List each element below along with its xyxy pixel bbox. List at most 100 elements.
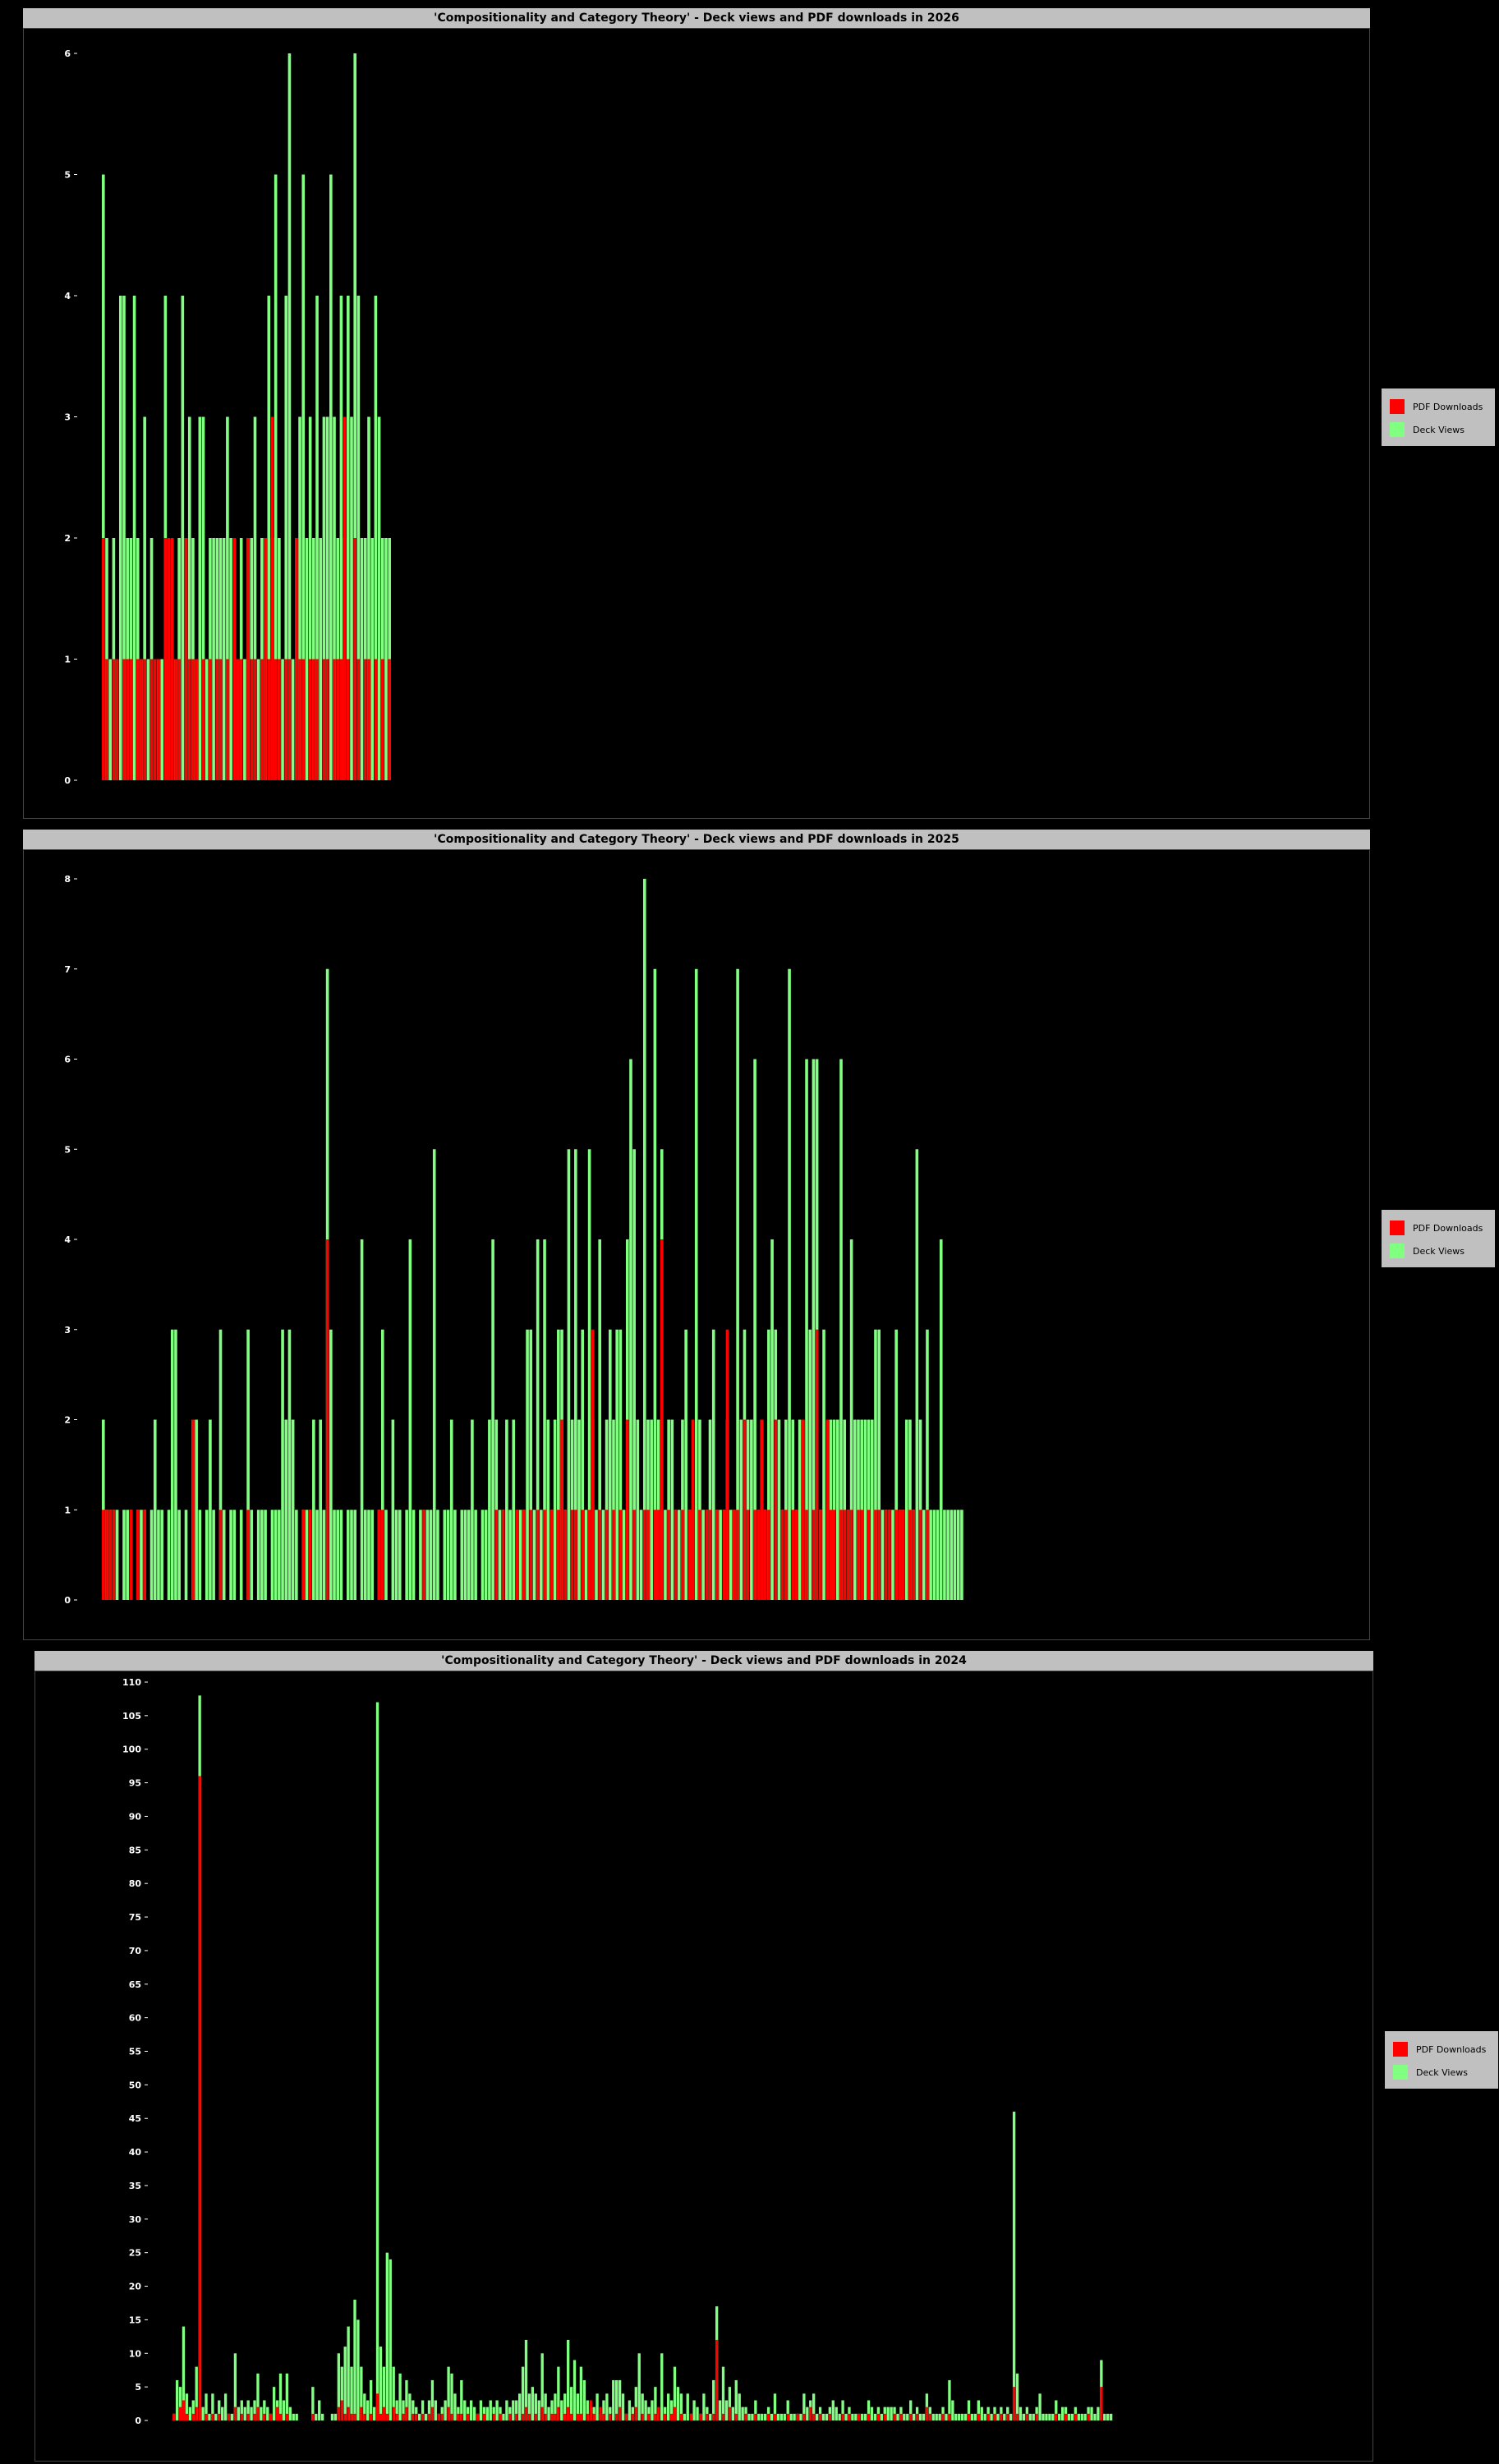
pdf-downloads-bar [115,659,119,780]
pdf-downloads-bar [325,659,329,780]
deck-views-bar [367,416,370,780]
deck-views-bar [108,659,112,780]
pdf-downloads-bar [602,2413,605,2420]
pdf-downloads-bar [647,2413,651,2420]
pdf-downloads-bar [780,1510,784,1600]
pdf-downloads-bar [333,659,336,780]
deck-views-bar [721,2366,725,2420]
deck-views-bar [333,416,336,780]
deck-views-bar [996,2413,1000,2420]
y-tick-label: 0 [64,775,71,786]
pdf-downloads-bar [260,659,264,780]
deck-views-bar [1025,2407,1029,2420]
pdf-downloads-bar [767,1510,770,1600]
deck-views-bar [347,1510,350,1600]
pdf-downloads-bar [143,1510,146,1600]
deck-views-bar [318,2400,321,2420]
deck-views-bar [330,2413,334,2420]
deck-views-bar [160,659,163,780]
deck-views-bar [485,2407,489,2420]
pdf-downloads-bar [170,538,174,780]
pdf-downloads-bar [450,2413,453,2420]
pdf-downloads-bar [839,1510,843,1600]
pdf-downloads-bar [712,2413,715,2420]
y-tick-label: 3 [64,1325,71,1335]
legend-item-downloads: PDF Downloads [1390,1220,1483,1236]
deck-views-bar [557,1329,560,1600]
deck-views-bar [395,2400,398,2420]
pdf-downloads-bar [108,1510,112,1600]
deck-views-bar [729,1510,733,1600]
deck-views-bar [181,296,185,780]
pdf-downloads-bar [549,1510,554,1600]
pdf-downloads-bar [167,538,171,780]
deck-views-bar [673,2366,677,2420]
pdf-downloads-bar [287,659,292,780]
legend-item-downloads: PDF Downloads [1393,2041,1486,2057]
deck-views-bar [453,2393,457,2420]
deck-views-bar [943,1510,946,1600]
deck-views-bar [505,2400,508,2420]
pdf-downloads-bar [126,659,129,780]
deck-views-bar [170,1329,174,1600]
chart-panel-2025: 'Compositionality and Category Theory' -… [23,830,1370,1640]
deck-views-bar [287,1329,292,1600]
pdf-downloads-bar [725,1329,729,1600]
deck-views-bar [1097,2407,1100,2420]
deck-views-bar [305,1510,309,1600]
deck-views-bar [184,1510,188,1600]
deck-views-bar [256,659,260,780]
pdf-downloads-bar [501,1510,505,1600]
y-tick-label: 95 [129,1778,141,1789]
pdf-downloads-bar [382,2407,386,2420]
downloads-swatch [1393,2042,1408,2057]
deck-views-bar [574,1149,577,1600]
deck-views-bar [894,1329,898,1600]
pdf-downloads-bar [367,659,370,780]
pdf-downloads-bar [746,1510,750,1600]
pdf-downloads-bar [867,1510,871,1600]
legend-label: PDF Downloads [1413,401,1483,412]
pdf-downloads-bar [211,2413,214,2420]
y-tick-label: 0 [135,2416,141,2426]
deck-views-bar [370,1510,374,1600]
deck-views-bar [766,2407,770,2420]
deck-views-bar [492,2407,495,2420]
deck-views-bar [205,1510,209,1600]
deck-views-bar [636,1419,640,1600]
deck-views-bar [223,2393,228,2420]
deck-views-bar [644,2400,647,2420]
pdf-downloads-bar [177,659,181,780]
pdf-downloads-bar [841,2413,844,2420]
deck-views-bar [598,1239,602,1600]
deck-views-bar [873,2413,877,2420]
deck-views-bar [449,1419,453,1600]
pdf-downloads-bar [625,1419,629,1600]
deck-views-bar [446,1510,450,1600]
deck-views-bar [149,1510,154,1600]
pdf-downloads-bar [374,659,378,780]
deck-views-bar [764,2413,767,2420]
deck-views-bar [851,2413,854,2420]
pdf-downloads-bar [744,2413,747,2420]
deck-views-bar [615,1329,618,1600]
deck-views-bar [993,2407,996,2420]
pdf-downloads-bar [912,1510,915,1600]
pdf-downloads-bar [347,2407,350,2420]
deck-views-bar [384,538,388,780]
pdf-downloads-bar [887,1510,891,1600]
y-tick-label: 4 [64,291,71,301]
pdf-downloads-bar [805,1510,808,1600]
deck-views-bar [291,659,295,780]
deck-views-bar [980,2407,983,2420]
deck-views-bar [1035,2407,1038,2420]
deck-views-bar [931,2413,935,2420]
deck-views-bar [569,2387,573,2420]
pdf-downloads-bar [909,2413,913,2420]
deck-views-bar [576,2393,580,2420]
deck-views-bar [278,1510,281,1600]
pdf-downloads-bar [657,2407,660,2420]
deck-views-bar [835,2407,838,2420]
deck-views-bar [891,1510,894,1600]
pdf-downloads-bar [802,1419,805,1600]
